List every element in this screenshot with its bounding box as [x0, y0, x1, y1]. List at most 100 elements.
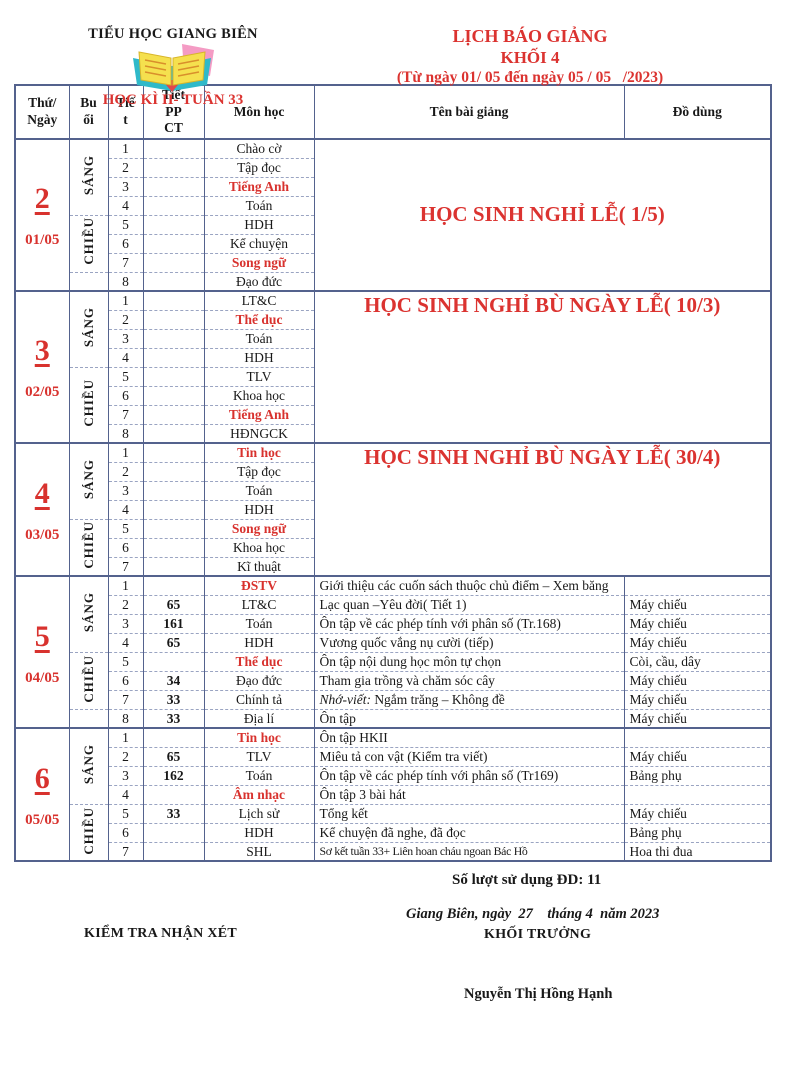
subject-cell: Thể dục — [203, 309, 315, 330]
day-number: 4 — [34, 476, 50, 510]
teaching-tools-cell: Bảng phụ — [623, 765, 772, 786]
session-label: CHIỀU — [81, 217, 96, 266]
lesson-title-cell: Nhớ-viết: Ngắm trăng – Không đề — [313, 689, 625, 710]
period-row: 2 65 TLV Miêu tả con vật (Kiểm tra viết) Máy… — [15, 746, 772, 767]
review-section-title: KIỂM TRA NHẬN XÉT — [84, 926, 238, 942]
subject-cell: Song ngữ — [203, 252, 315, 273]
subject-cell: TLV — [203, 366, 315, 387]
subject-cell: LT&C — [203, 594, 315, 615]
subject-cell: HĐNGCK — [203, 423, 315, 444]
ppct-number-cell — [142, 157, 205, 178]
subject-cell: Toán — [203, 195, 315, 216]
session-cell-morning: SÁNG — [68, 575, 109, 653]
period-row: 6 05/05 SÁNG 1 Tin học Ôn tập HKII — [14, 727, 772, 862]
ppct-number-cell — [142, 290, 205, 311]
period-row: 6 34 Đạo đức Tham gia trồng và chăm sóc câ… — [15, 670, 772, 691]
lesson-title-cell: Ôn tập 3 bài hát — [313, 784, 625, 805]
teaching-tools-cell: Máy chiếu — [623, 746, 772, 767]
teaching-tools-cell: Còi, cầu, dây — [623, 651, 772, 672]
session-label: CHIỀU — [81, 521, 96, 570]
school-block: TIỂU HỌC GIANG BIÊN HỌC KÌ II- TUẦN 33 — [58, 26, 288, 109]
session-label: CHIỀU — [81, 378, 96, 427]
ppct-number-cell — [142, 195, 205, 216]
period-row: 2 65 LT&C Lạc quan –Yêu đời( Tiết 1) Máy chi… — [15, 594, 772, 615]
ppct-number-cell — [142, 176, 205, 197]
period-row: 6 Khoa học — [15, 385, 771, 406]
session-cell-morning: SÁNG — [68, 727, 109, 805]
period-row: 3 161 Toán Ôn tập về các phép tính với phân… — [15, 613, 772, 634]
ppct-number-cell — [142, 727, 205, 748]
session-cell-morning: SÁNG — [68, 137, 109, 216]
subject-cell: TLV — [203, 746, 315, 767]
session-label: SÁNG — [81, 744, 96, 785]
ppct-number-cell — [142, 252, 205, 273]
ppct-number-cell — [142, 423, 205, 444]
period-row: 2 Tập đọc — [15, 157, 771, 178]
ppct-number-cell — [142, 461, 205, 482]
period-row: CHIỀU 5 Thể dục Ôn tập nội dung học môn tự … — [15, 651, 772, 710]
document-header: TIỂU HỌC GIANG BIÊN HỌC KÌ II- TUẦN 33 L… — [0, 0, 791, 108]
ppct-number-cell: 65 — [142, 746, 205, 767]
period-row: 4 03/05 SÁNG 1 Tin học HỌC SINH NGHỈ BÙ NGÀY … — [14, 442, 772, 577]
subject-cell: Tin học — [203, 727, 315, 748]
period-number-cell: 3 — [107, 613, 144, 634]
day-date: 03/05 — [25, 526, 60, 543]
teaching-tools-cell: Máy chiếu — [623, 689, 772, 710]
lesson-title-cell: Ôn tập về các phép tính với phân số (Tr1… — [313, 765, 625, 786]
school-name: TIỂU HỌC GIANG BIÊN — [88, 26, 258, 42]
period-row: 4 Toán — [15, 195, 771, 216]
day-cell: 2 01/05 — [14, 137, 70, 292]
ppct-number-cell — [142, 442, 205, 463]
lesson-title-cell: Miêu tả con vật (Kiểm tra viết) — [313, 746, 625, 767]
day-cell: 5 04/05 — [14, 575, 70, 729]
day-date: 01/05 — [25, 232, 60, 249]
ppct-number-cell — [142, 822, 205, 843]
period-row: CHIỀU 5 TLV — [15, 366, 771, 444]
ppct-number-cell — [142, 499, 205, 520]
lesson-italic-prefix: Nhớ-viết: — [319, 692, 371, 708]
lesson-title-cell: Ôn tập HKII — [313, 727, 625, 748]
period-row: 6 Kể chuyện — [15, 233, 771, 254]
period-row: 2 Thể dục — [15, 309, 771, 330]
session-label: CHIỀU — [81, 654, 96, 703]
period-row: CHIỀU 5 Song ngữ — [15, 518, 771, 577]
subject-cell: Toán — [203, 613, 315, 634]
day-date: 02/05 — [25, 384, 60, 401]
period-row: 7 Tiếng Anh — [15, 404, 771, 425]
place-and-date: Giang Biên, ngày 27 tháng 4 năm 2023 — [406, 906, 660, 923]
subject-cell: HDH — [203, 822, 315, 843]
column-header-5: Môn học — [203, 85, 315, 140]
session-cell-morning: SÁNG — [68, 442, 109, 520]
subject-cell: Khoa học — [203, 385, 315, 406]
session-label: SÁNG — [81, 307, 96, 348]
subject-cell: HDH — [203, 632, 315, 653]
period-number-cell: 3 — [107, 480, 144, 501]
session-cell-afternoon: CHIỀU — [68, 651, 109, 710]
lesson-title-cell: Giới thiệu các cuốn sách thuộc chủ điểm … — [313, 575, 625, 596]
lesson-title-cell: Ôn tập — [313, 708, 625, 729]
subject-cell: Chào cờ — [203, 137, 315, 159]
subject-cell: Thể dục — [203, 651, 315, 672]
ppct-number-cell — [142, 347, 205, 368]
subject-cell: SHL — [203, 841, 315, 862]
period-number-cell: 7 — [107, 556, 144, 577]
period-number-cell: 7 — [107, 689, 144, 710]
session-label: SÁNG — [81, 154, 96, 196]
column-header-6: Tên bài giảng — [313, 85, 625, 140]
ppct-number-cell: 33 — [142, 803, 205, 824]
subject-cell: Đạo đức — [203, 271, 315, 292]
session-label: SÁNG — [81, 459, 96, 500]
device-usage-count: Số lượt sử dụng ĐD: 11 — [452, 872, 602, 889]
period-number-cell: 1 — [107, 290, 144, 311]
period-number-cell: 1 — [107, 442, 144, 463]
subject-cell: Song ngữ — [203, 518, 315, 539]
ppct-number-cell: 34 — [142, 670, 205, 691]
teaching-tools-cell: Máy chiếu — [623, 613, 772, 634]
period-number-cell: 4 — [107, 195, 144, 216]
subject-cell: Chính tả — [203, 689, 315, 710]
period-number-cell: 7 — [107, 404, 144, 425]
subject-cell: Địa lí — [203, 708, 315, 729]
lesson-title-cell: Vương quốc vắng nụ cười (tiếp) — [313, 632, 625, 653]
period-row: 2 Tập đọc — [15, 461, 771, 482]
